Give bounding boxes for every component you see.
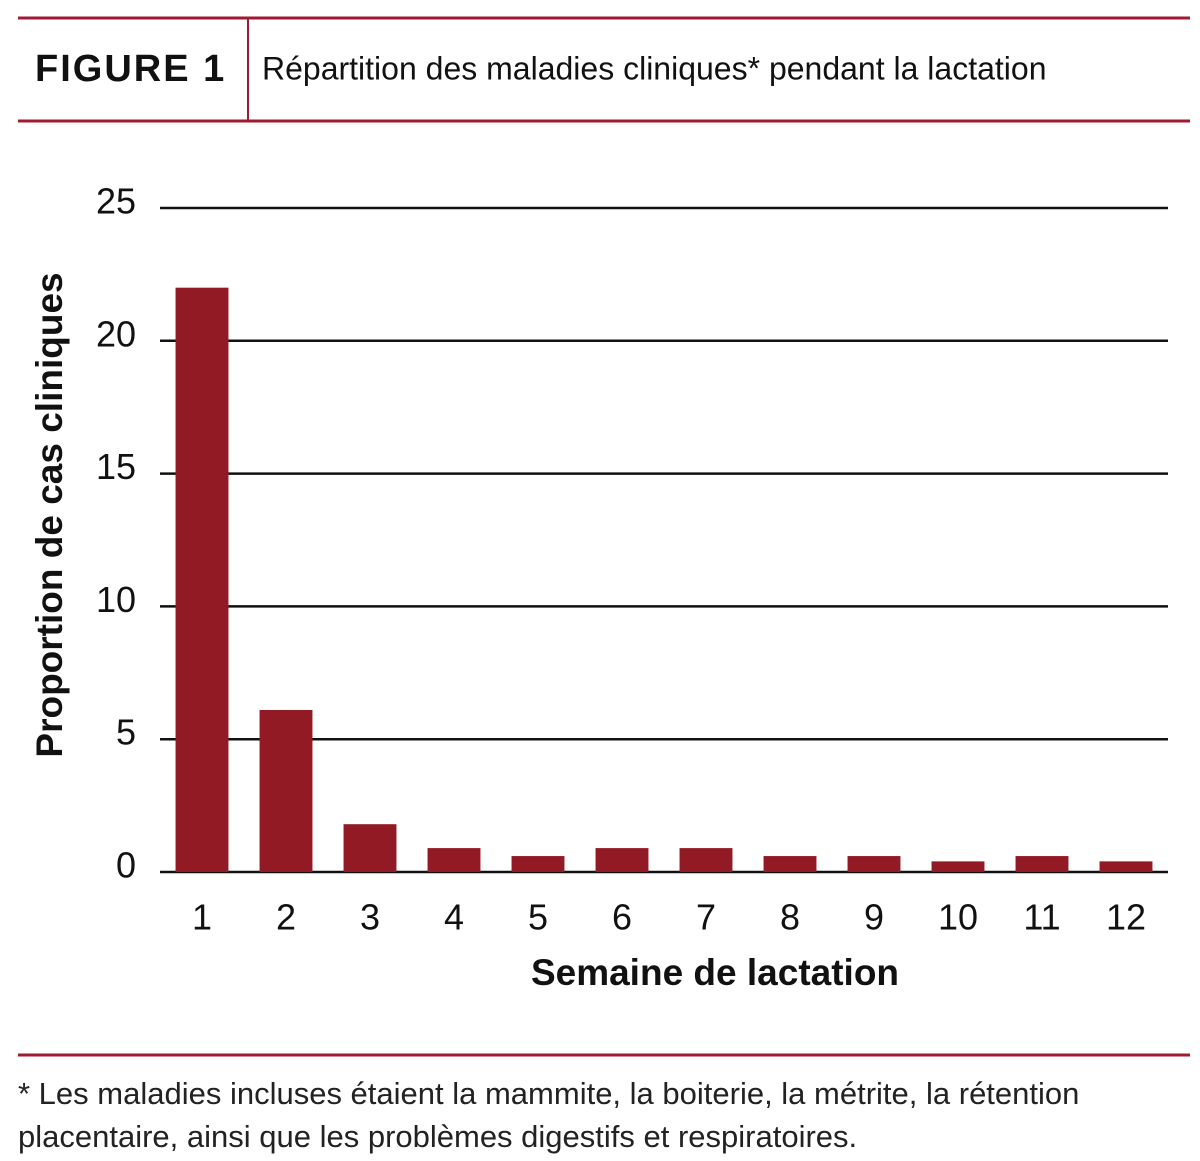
bar <box>847 856 901 872</box>
y-tick-label: 0 <box>116 845 136 886</box>
footnote: * Les maladies incluses étaient la mammi… <box>18 1076 1080 1154</box>
bar <box>259 709 313 872</box>
y-tick-label: 15 <box>96 446 136 487</box>
bar <box>511 856 565 872</box>
x-tick-label: 8 <box>780 897 800 938</box>
figure-label: FIGURE 1 <box>35 48 226 90</box>
y-tick-label: 5 <box>116 712 136 753</box>
bar <box>679 848 733 872</box>
bar <box>1099 861 1153 872</box>
x-tick-label: 11 <box>1023 897 1060 938</box>
y-tick-label: 25 <box>96 181 136 222</box>
x-tick-label: 3 <box>360 897 380 938</box>
bar <box>763 856 817 872</box>
figure-title: Répartition des maladies cliniques* pend… <box>262 50 1046 86</box>
x-tick-label: 12 <box>1106 897 1146 938</box>
x-tick-label: 9 <box>864 897 884 938</box>
x-tick-label: 1 <box>192 897 212 938</box>
x-tick-label: 2 <box>276 897 296 938</box>
bar <box>175 287 229 872</box>
bar <box>1015 856 1069 872</box>
bar <box>931 861 985 872</box>
x-tick-label: 10 <box>938 897 978 938</box>
bar <box>595 848 649 872</box>
y-axis-title: Proportion de cas cliniques <box>29 272 70 757</box>
x-tick-label: 5 <box>528 897 548 938</box>
x-tick-label: 6 <box>612 897 632 938</box>
y-tick-label: 10 <box>96 579 136 620</box>
x-axis-title: Semaine de lactation <box>531 952 899 993</box>
x-tick-label: 4 <box>444 897 464 938</box>
y-tick-label: 20 <box>96 313 136 354</box>
bar <box>343 824 397 872</box>
x-tick-label: 7 <box>696 897 716 938</box>
bar <box>427 848 481 872</box>
